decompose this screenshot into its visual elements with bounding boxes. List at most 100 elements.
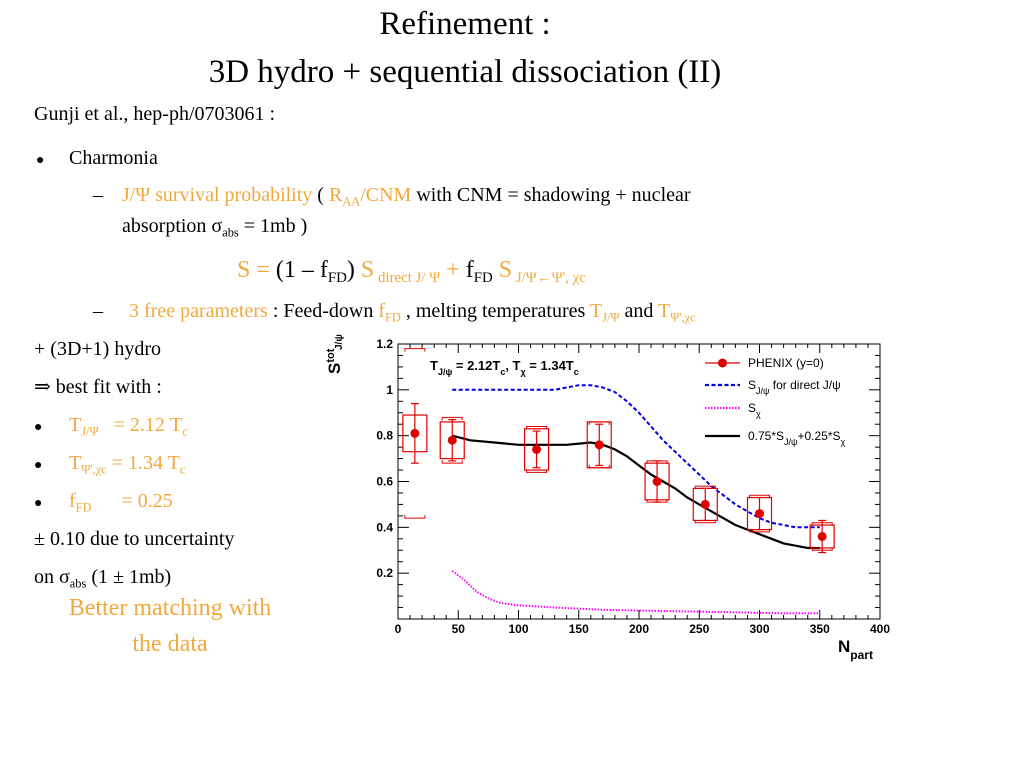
- y-tick-label: 1.2: [376, 337, 393, 351]
- chart-annotation: TJ/ψ = 2.12Tc, Tχ = 1.34Tc: [430, 358, 579, 377]
- formula-part2: ): [346, 257, 355, 283]
- x-tick-label: 50: [452, 622, 466, 636]
- phenix-point: [652, 477, 662, 486]
- phenix-global-bracket-top: [694, 485, 716, 490]
- y-tick-label: 0.6: [376, 475, 393, 489]
- phenix-global-bracket-top: [526, 426, 548, 430]
- absorption-text: absorption σ: [122, 215, 223, 237]
- legend-label: 0.75*SJ/ψ+0.25*Sχ: [748, 429, 846, 447]
- dash-icon: –: [93, 184, 103, 206]
- fit-tjpsi: TJ/Ψ = 2.12 Tc: [69, 413, 188, 439]
- x-tick-label: 0: [395, 622, 402, 636]
- x-tick-label: 100: [508, 622, 528, 636]
- phenix-global-bracket-bottom: [404, 515, 426, 519]
- params-line: 3 free parameters : Feed-down fFD , melt…: [129, 299, 696, 325]
- survival-rest: with CNM = shadowing + nuclear: [411, 184, 691, 206]
- uncertainty-line1: ± 0.10 due to uncertainty: [34, 528, 235, 550]
- fit3-sub: FD: [75, 500, 92, 515]
- slide-title-line2: 3D hydro + sequential dissociation (II): [208, 54, 722, 90]
- reference: Gunji et al., hep-ph/0703061 :: [34, 103, 276, 125]
- fit-bullet-3: ●: [34, 489, 42, 516]
- paren-open: (: [312, 184, 329, 206]
- uncert2-sub: abs: [69, 576, 87, 591]
- x-tick-label: 350: [810, 622, 830, 636]
- phenix-point: [532, 444, 542, 454]
- params-melting: , melting temperatures: [400, 300, 590, 322]
- phenix-point: [700, 499, 710, 509]
- y-tick-label: 1: [386, 383, 393, 397]
- phenix-global-bracket-top: [441, 416, 463, 421]
- fit-ffd: fFD = 0.25: [69, 489, 173, 515]
- phenix-global-bracket-bottom: [749, 528, 770, 533]
- y-axis-label-sub: J/ψ: [334, 334, 345, 350]
- params-t2-sub: Ψ',χc: [670, 310, 696, 325]
- legend-label: PHENIX (y=0): [748, 356, 824, 370]
- phenix-global-bracket-top: [749, 494, 770, 499]
- bestfit-line: ⇒ best fit with :: [34, 376, 162, 398]
- x-tick-label: 300: [749, 622, 769, 636]
- bullet-dot-icon: ●: [34, 458, 43, 473]
- fit-bullet-1: ●: [34, 413, 42, 440]
- hydro-line: + (3D+1) hydro: [34, 338, 161, 360]
- better-matching-line1: Better matching with: [68, 595, 272, 621]
- params-f: f: [378, 300, 386, 322]
- fit1-eq: = 2.12 T: [98, 414, 183, 436]
- params-feed: : Feed-down: [267, 300, 379, 322]
- formula-s1: S: [354, 257, 375, 283]
- survival-label: J/Ψ survival probability: [122, 184, 313, 206]
- legend-marker-dot: [718, 358, 727, 368]
- fit1-sub: J/Ψ: [81, 424, 99, 439]
- phenix-global-bracket-bottom: [441, 460, 463, 464]
- legend-label: SJ/ψ for direct J/ψ: [748, 378, 841, 396]
- bullet-dot-icon: ●: [36, 153, 45, 168]
- raa-sub: AA: [342, 194, 361, 209]
- phenix-global-bracket-bottom: [526, 469, 548, 473]
- fit2-t: T: [69, 452, 82, 474]
- dash-icon-2: –: [93, 300, 103, 322]
- survival-formula: S = (1 – fFD) S direct J/ Ψ + fFD S J/Ψ←…: [237, 256, 586, 287]
- fit2-c: c: [179, 462, 186, 477]
- phenix-sys-box: [523, 428, 550, 471]
- formula-part1: (1 – f: [275, 257, 328, 283]
- curve-s-jpsi-direct: [452, 384, 820, 529]
- x-tick-label: 400: [870, 622, 890, 636]
- x-tick-label: 150: [569, 622, 589, 636]
- params-t1: T: [589, 300, 603, 322]
- formula-plus: +: [440, 257, 466, 283]
- legend-label: Sχ: [748, 401, 761, 419]
- params-free: 3 free parameters: [129, 300, 268, 322]
- params-f-sub: FD: [385, 310, 401, 325]
- survival-chart: 0 50 100 150 200 250 300 350 400 0.2 0.4 0.6 0.8 1 1.2…: [325, 334, 890, 662]
- phenix-point: [447, 435, 457, 445]
- curve-combined: [451, 434, 820, 550]
- bullet-dot-icon: ●: [34, 420, 43, 435]
- absorption-value: = 1mb ): [238, 215, 308, 237]
- y-tick-label: 0.4: [376, 520, 393, 534]
- better-matching-line2: the data: [132, 631, 208, 657]
- uncertainty-line2: on σabs (1 ± 1mb): [34, 565, 172, 591]
- formula-fd-sub: FD: [327, 270, 347, 287]
- uncert2-a: on σ: [34, 566, 70, 588]
- bullet-charmonia-label: Charmonia: [69, 147, 158, 169]
- y-tick-label: 0.2: [376, 566, 393, 580]
- slide-title-line1: Refinement :: [379, 6, 551, 42]
- survival-line1: J/Ψ survival probability ( RAA/CNM with …: [122, 183, 691, 209]
- abs-sub: abs: [222, 225, 239, 240]
- raa-r: R: [328, 184, 343, 206]
- formula-s1-sub: direct J/ Ψ: [374, 270, 441, 287]
- formula-f2: f: [465, 257, 474, 283]
- phenix-point: [410, 428, 420, 438]
- uncert2-b: (1 ± 1mb): [86, 566, 172, 588]
- fit1-c: c: [182, 424, 188, 439]
- x-axis-label: Npart: [838, 637, 873, 662]
- phenix-global-bracket-bottom: [694, 519, 716, 524]
- params-t2: T: [658, 300, 671, 322]
- phenix-point: [594, 440, 604, 450]
- bullet-dot-icon: ●: [34, 496, 43, 511]
- phenix-global-bracket-top: [404, 348, 426, 352]
- phenix-point: [755, 509, 764, 519]
- cnm-label: /CNM: [360, 184, 412, 206]
- phenix-point: [817, 532, 827, 541]
- phenix-sys-box: [586, 421, 612, 469]
- x-tick-label: 250: [689, 622, 709, 636]
